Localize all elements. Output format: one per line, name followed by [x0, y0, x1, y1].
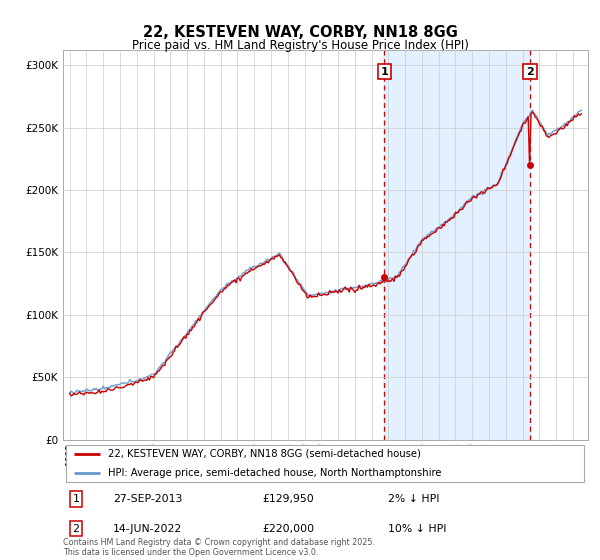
Text: £129,950: £129,950 — [263, 494, 314, 504]
Text: 2: 2 — [526, 67, 534, 77]
Text: 2: 2 — [73, 524, 80, 534]
Text: 1: 1 — [73, 494, 80, 504]
Text: 1: 1 — [380, 67, 388, 77]
FancyBboxPatch shape — [65, 445, 584, 482]
Text: 2% ↓ HPI: 2% ↓ HPI — [389, 494, 440, 504]
Text: 14-JUN-2022: 14-JUN-2022 — [113, 524, 182, 534]
Text: 22, KESTEVEN WAY, CORBY, NN18 8GG (semi-detached house): 22, KESTEVEN WAY, CORBY, NN18 8GG (semi-… — [107, 449, 421, 459]
Text: Contains HM Land Registry data © Crown copyright and database right 2025.
This d: Contains HM Land Registry data © Crown c… — [63, 538, 375, 557]
Text: HPI: Average price, semi-detached house, North Northamptonshire: HPI: Average price, semi-detached house,… — [107, 468, 441, 478]
Text: 10% ↓ HPI: 10% ↓ HPI — [389, 524, 447, 534]
Text: Price paid vs. HM Land Registry's House Price Index (HPI): Price paid vs. HM Land Registry's House … — [131, 39, 469, 52]
Text: 22, KESTEVEN WAY, CORBY, NN18 8GG: 22, KESTEVEN WAY, CORBY, NN18 8GG — [143, 25, 457, 40]
Bar — [384, 50, 530, 440]
Text: £220,000: £220,000 — [263, 524, 314, 534]
Text: 27-SEP-2013: 27-SEP-2013 — [113, 494, 182, 504]
